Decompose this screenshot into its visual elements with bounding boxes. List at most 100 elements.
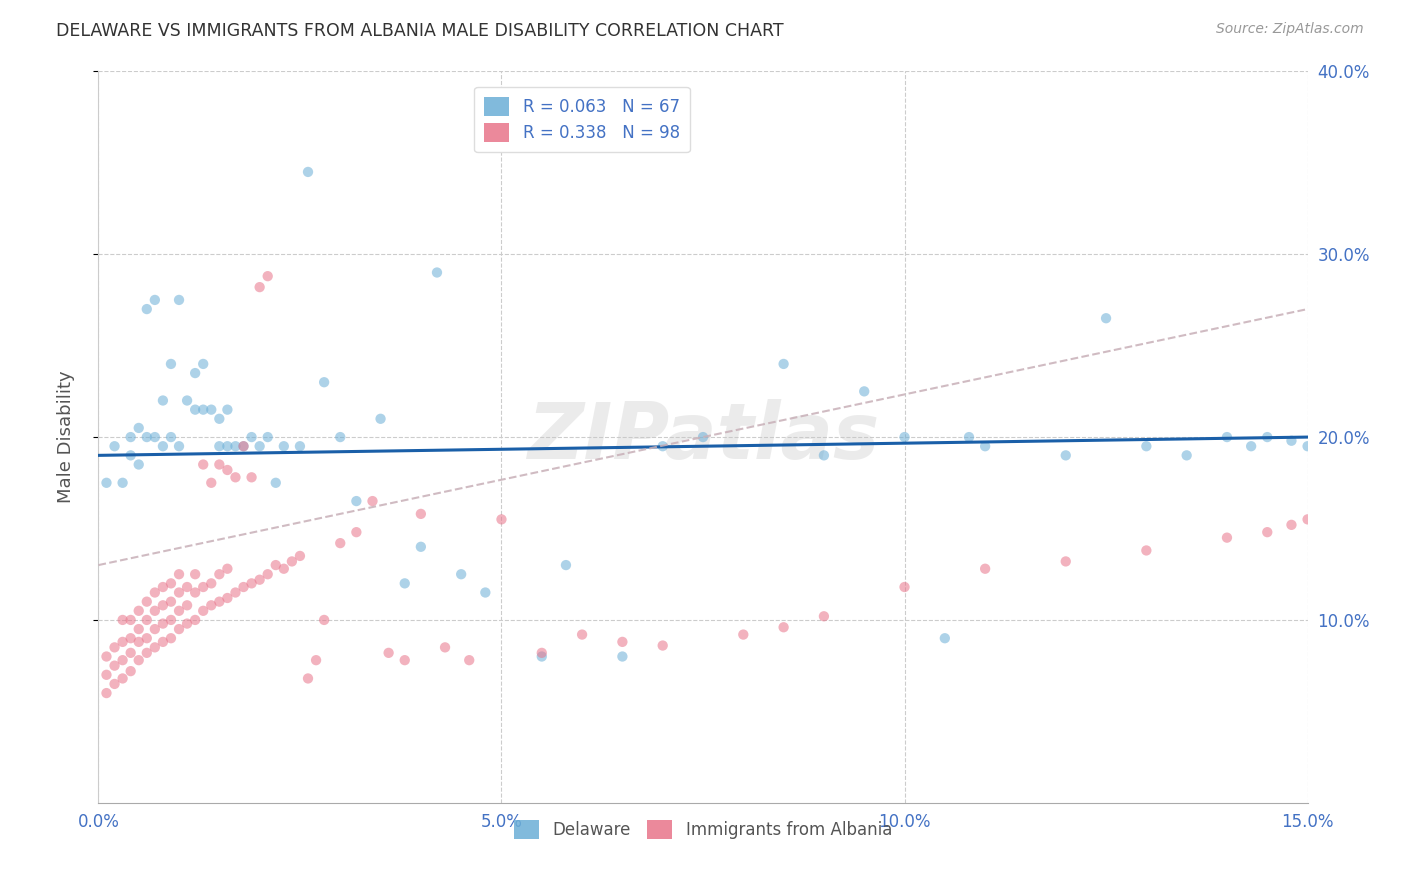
Point <box>96 649 118 664</box>
Point <box>297 672 319 686</box>
Point <box>1240 439 1263 453</box>
Point <box>193 580 215 594</box>
Point <box>256 269 278 284</box>
Point <box>152 439 174 453</box>
Point <box>370 412 392 426</box>
Point <box>193 402 215 417</box>
Point <box>934 632 956 646</box>
Point <box>450 567 472 582</box>
Point <box>103 677 125 691</box>
Point <box>314 613 336 627</box>
Point <box>651 439 673 453</box>
Legend: Delaware, Immigrants from Albania: Delaware, Immigrants from Albania <box>508 814 898 846</box>
Point <box>208 567 231 582</box>
Point <box>1135 543 1157 558</box>
Point <box>135 646 157 660</box>
Point <box>208 439 231 453</box>
Point <box>128 622 150 636</box>
Text: ZIPatlas: ZIPatlas <box>527 399 879 475</box>
Point <box>160 594 183 608</box>
Point <box>128 604 150 618</box>
Point <box>692 430 714 444</box>
Point <box>111 653 134 667</box>
Point <box>377 646 399 660</box>
Point <box>200 402 222 417</box>
Point <box>128 421 150 435</box>
Y-axis label: Male Disability: Male Disability <box>56 371 75 503</box>
Point <box>281 554 304 568</box>
Point <box>249 280 271 294</box>
Point <box>143 622 166 636</box>
Point <box>143 640 166 655</box>
Point <box>232 580 254 594</box>
Point <box>530 649 553 664</box>
Point <box>167 567 190 582</box>
Point <box>167 585 190 599</box>
Point <box>160 357 183 371</box>
Point <box>200 576 222 591</box>
Point <box>1216 531 1239 545</box>
Point <box>167 622 190 636</box>
Point <box>96 667 118 681</box>
Point <box>232 439 254 453</box>
Point <box>184 567 207 582</box>
Point <box>1296 512 1319 526</box>
Point <box>1135 439 1157 453</box>
Point <box>409 540 432 554</box>
Point <box>135 613 157 627</box>
Point <box>208 412 231 426</box>
Point <box>208 594 231 608</box>
Point <box>1216 430 1239 444</box>
Point <box>329 430 352 444</box>
Point <box>217 402 239 417</box>
Point <box>152 580 174 594</box>
Point <box>974 562 997 576</box>
Point <box>208 458 231 472</box>
Point <box>288 549 311 563</box>
Point <box>1281 434 1303 448</box>
Point <box>128 458 150 472</box>
Point <box>394 576 416 591</box>
Point <box>1054 554 1077 568</box>
Point <box>120 613 142 627</box>
Point <box>103 640 125 655</box>
Point <box>152 599 174 613</box>
Point <box>200 599 222 613</box>
Point <box>184 585 207 599</box>
Point <box>1296 439 1319 453</box>
Point <box>1256 525 1278 540</box>
Point <box>143 604 166 618</box>
Point <box>160 576 183 591</box>
Point <box>103 439 125 453</box>
Text: DELAWARE VS IMMIGRANTS FROM ALBANIA MALE DISABILITY CORRELATION CHART: DELAWARE VS IMMIGRANTS FROM ALBANIA MALE… <box>56 22 785 40</box>
Point <box>217 463 239 477</box>
Point <box>167 604 190 618</box>
Point <box>612 635 634 649</box>
Point <box>224 585 246 599</box>
Point <box>264 475 287 490</box>
Point <box>152 635 174 649</box>
Point <box>772 357 794 371</box>
Point <box>344 525 367 540</box>
Point <box>772 620 794 634</box>
Point <box>160 613 183 627</box>
Point <box>813 448 835 462</box>
Point <box>143 430 166 444</box>
Point <box>128 653 150 667</box>
Point <box>288 439 311 453</box>
Point <box>120 632 142 646</box>
Point <box>361 494 384 508</box>
Point <box>135 632 157 646</box>
Point <box>240 470 263 484</box>
Point <box>256 430 278 444</box>
Point <box>426 266 449 280</box>
Point <box>1175 448 1198 462</box>
Point <box>853 384 876 399</box>
Point <box>249 573 271 587</box>
Point <box>120 448 142 462</box>
Point <box>167 293 190 307</box>
Point <box>409 507 432 521</box>
Point <box>160 430 183 444</box>
Point <box>135 430 157 444</box>
Point <box>128 635 150 649</box>
